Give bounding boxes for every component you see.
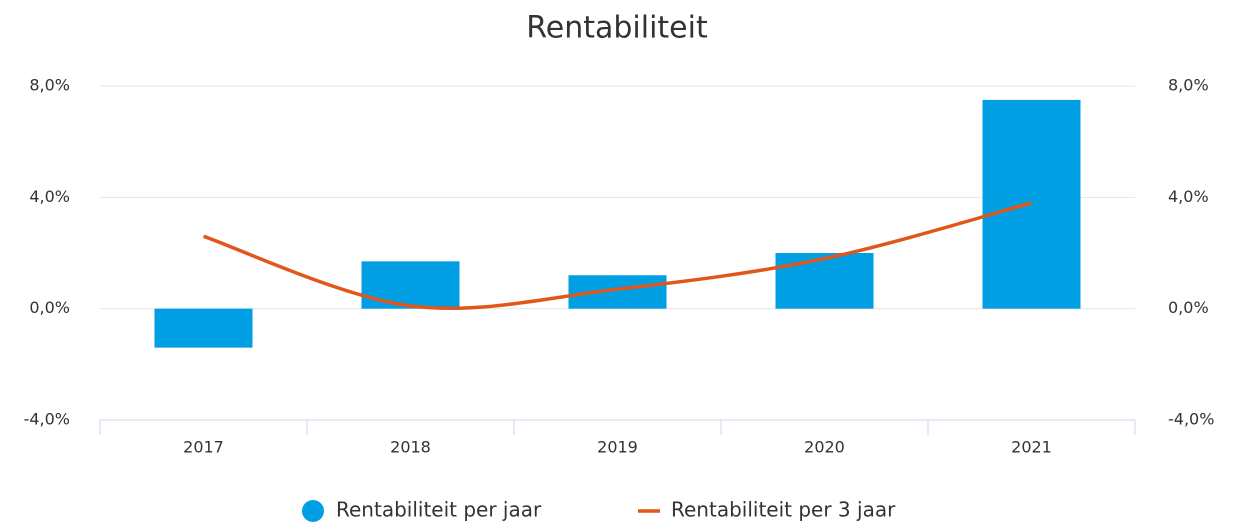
bar: [361, 261, 460, 309]
bar: [568, 275, 667, 309]
x-tick-label: 2019: [597, 438, 638, 457]
legend-symbol: [302, 500, 324, 522]
chart-title: Rentabiliteit: [526, 11, 708, 46]
y2-tick-label: -4,0%: [1168, 410, 1214, 429]
legend-label: Rentabiliteit per 3 jaar: [671, 498, 896, 522]
legend-label: Rentabiliteit per jaar: [336, 498, 542, 522]
line: [202, 201, 1032, 311]
x-tick-label: 2020: [804, 438, 845, 457]
y-tick-label: 4,0%: [29, 187, 70, 206]
y2-tick-label: 0,0%: [1168, 298, 1209, 317]
x-tick-label: 2021: [1011, 438, 1052, 457]
y2-tick-label: 8,0%: [1168, 76, 1209, 95]
x-tick-label: 2017: [183, 438, 224, 457]
y2-tick-label: 4,0%: [1168, 187, 1209, 206]
y-tick-label: 8,0%: [29, 76, 70, 95]
y-tick-label: 0,0%: [29, 298, 70, 317]
bar: [775, 253, 874, 309]
x-tick-label: 2018: [390, 438, 431, 457]
y-tick-label: -4,0%: [24, 410, 70, 429]
bar: [154, 308, 253, 348]
